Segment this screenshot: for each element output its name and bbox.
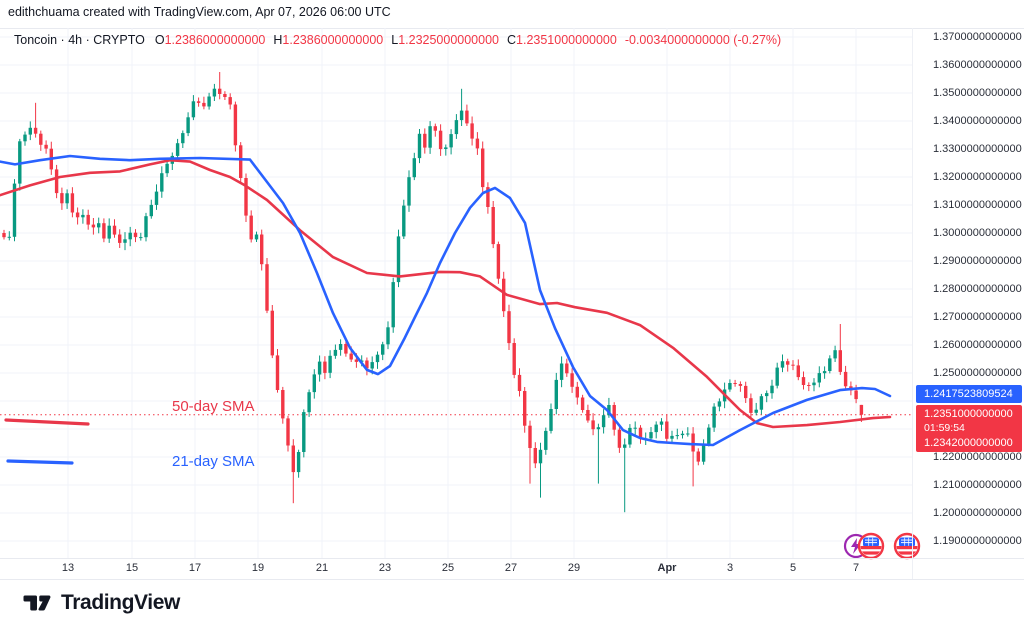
time-axis-label: 27 [504, 562, 518, 574]
price-axis-label: 1.3200000000000 [933, 171, 1022, 183]
bar-countdown: 01:59:54 [924, 422, 965, 435]
price-axis-label: 1.2600000000000 [933, 339, 1022, 351]
tradingview-logo[interactable]: TradingView [22, 590, 180, 616]
header-separator [0, 28, 1024, 29]
flag-sticker-icon[interactable] [893, 532, 921, 560]
sma50-price-value: 1.2342000000000 [924, 436, 1013, 449]
sma21-price-badge: 1.2417523809524 [916, 385, 1022, 403]
ohlc-h: H1.2386000000000 [273, 33, 384, 47]
attribution-text: edithchuama created with TradingView.com… [8, 5, 391, 19]
price-axis-label: 1.2700000000000 [933, 311, 1022, 323]
time-axis-label: 5 [789, 562, 797, 574]
tradingview-wordmark: TradingView [61, 591, 180, 614]
tradingview-logo-icon [23, 595, 51, 611]
time-axis-label: 29 [567, 562, 581, 574]
time-axis-label: 25 [441, 562, 455, 574]
time-axis-label: 23 [378, 562, 392, 574]
price-axis-label: 1.3100000000000 [933, 199, 1022, 211]
ohlc-o: O1.2386000000000 [154, 33, 266, 47]
time-axis-label: 13 [61, 562, 75, 574]
time-axis-label: 19 [251, 562, 265, 574]
symbol-ohlc-header[interactable]: Toncoin · 4h · CRYPTO O1.2386000000000 H1.… [14, 33, 789, 47]
price-axis-label: 1.3600000000000 [933, 59, 1022, 71]
ohlc-l: L1.2325000000000 [391, 33, 499, 47]
price-axis-label: 1.1900000000000 [933, 535, 1022, 547]
time-axis-label: 17 [188, 562, 202, 574]
price-axis-label: 1.3400000000000 [933, 115, 1022, 127]
last-price-value: 1.2351000000000 [924, 407, 1013, 420]
price-axis-label: 1.3700000000000 [933, 31, 1022, 43]
price-axis-label: 1.2000000000000 [933, 507, 1022, 519]
time-axis-label: 3 [726, 562, 734, 574]
price-axis-separator [912, 28, 913, 579]
time-axis-separator [0, 558, 1024, 559]
price-axis-label: 1.3300000000000 [933, 143, 1022, 155]
time-axis-label: Apr [657, 562, 677, 574]
symbol-title: Toncoin · 4h · CRYPTO [14, 33, 145, 47]
flag-sticker-icon[interactable] [857, 532, 885, 560]
sma50-label: 50-day SMA [172, 398, 255, 415]
price-axis-label: 1.3000000000000 [933, 227, 1022, 239]
ohlc-c: C1.2351000000000 [507, 33, 617, 47]
price-axis-label: 1.2800000000000 [933, 283, 1022, 295]
price-axis-label: 1.2900000000000 [933, 255, 1022, 267]
sma21-label: 21-day SMA [172, 453, 255, 470]
change-value: -0.0034000000000 (-0.27%) [624, 33, 782, 47]
price-axis-label: 1.2200000000000 [933, 451, 1022, 463]
price-axis-label: 1.2100000000000 [933, 479, 1022, 491]
time-axis-label: 7 [852, 562, 860, 574]
price-axis-label: 1.3500000000000 [933, 87, 1022, 99]
time-axis-label: 21 [315, 562, 329, 574]
last-price-badge: 1.2351000000000 01:59:54 1.2342000000000 [916, 405, 1022, 452]
price-axis-label: 1.2500000000000 [933, 367, 1022, 379]
bottom-separator [0, 579, 1024, 580]
time-axis-label: 15 [125, 562, 139, 574]
